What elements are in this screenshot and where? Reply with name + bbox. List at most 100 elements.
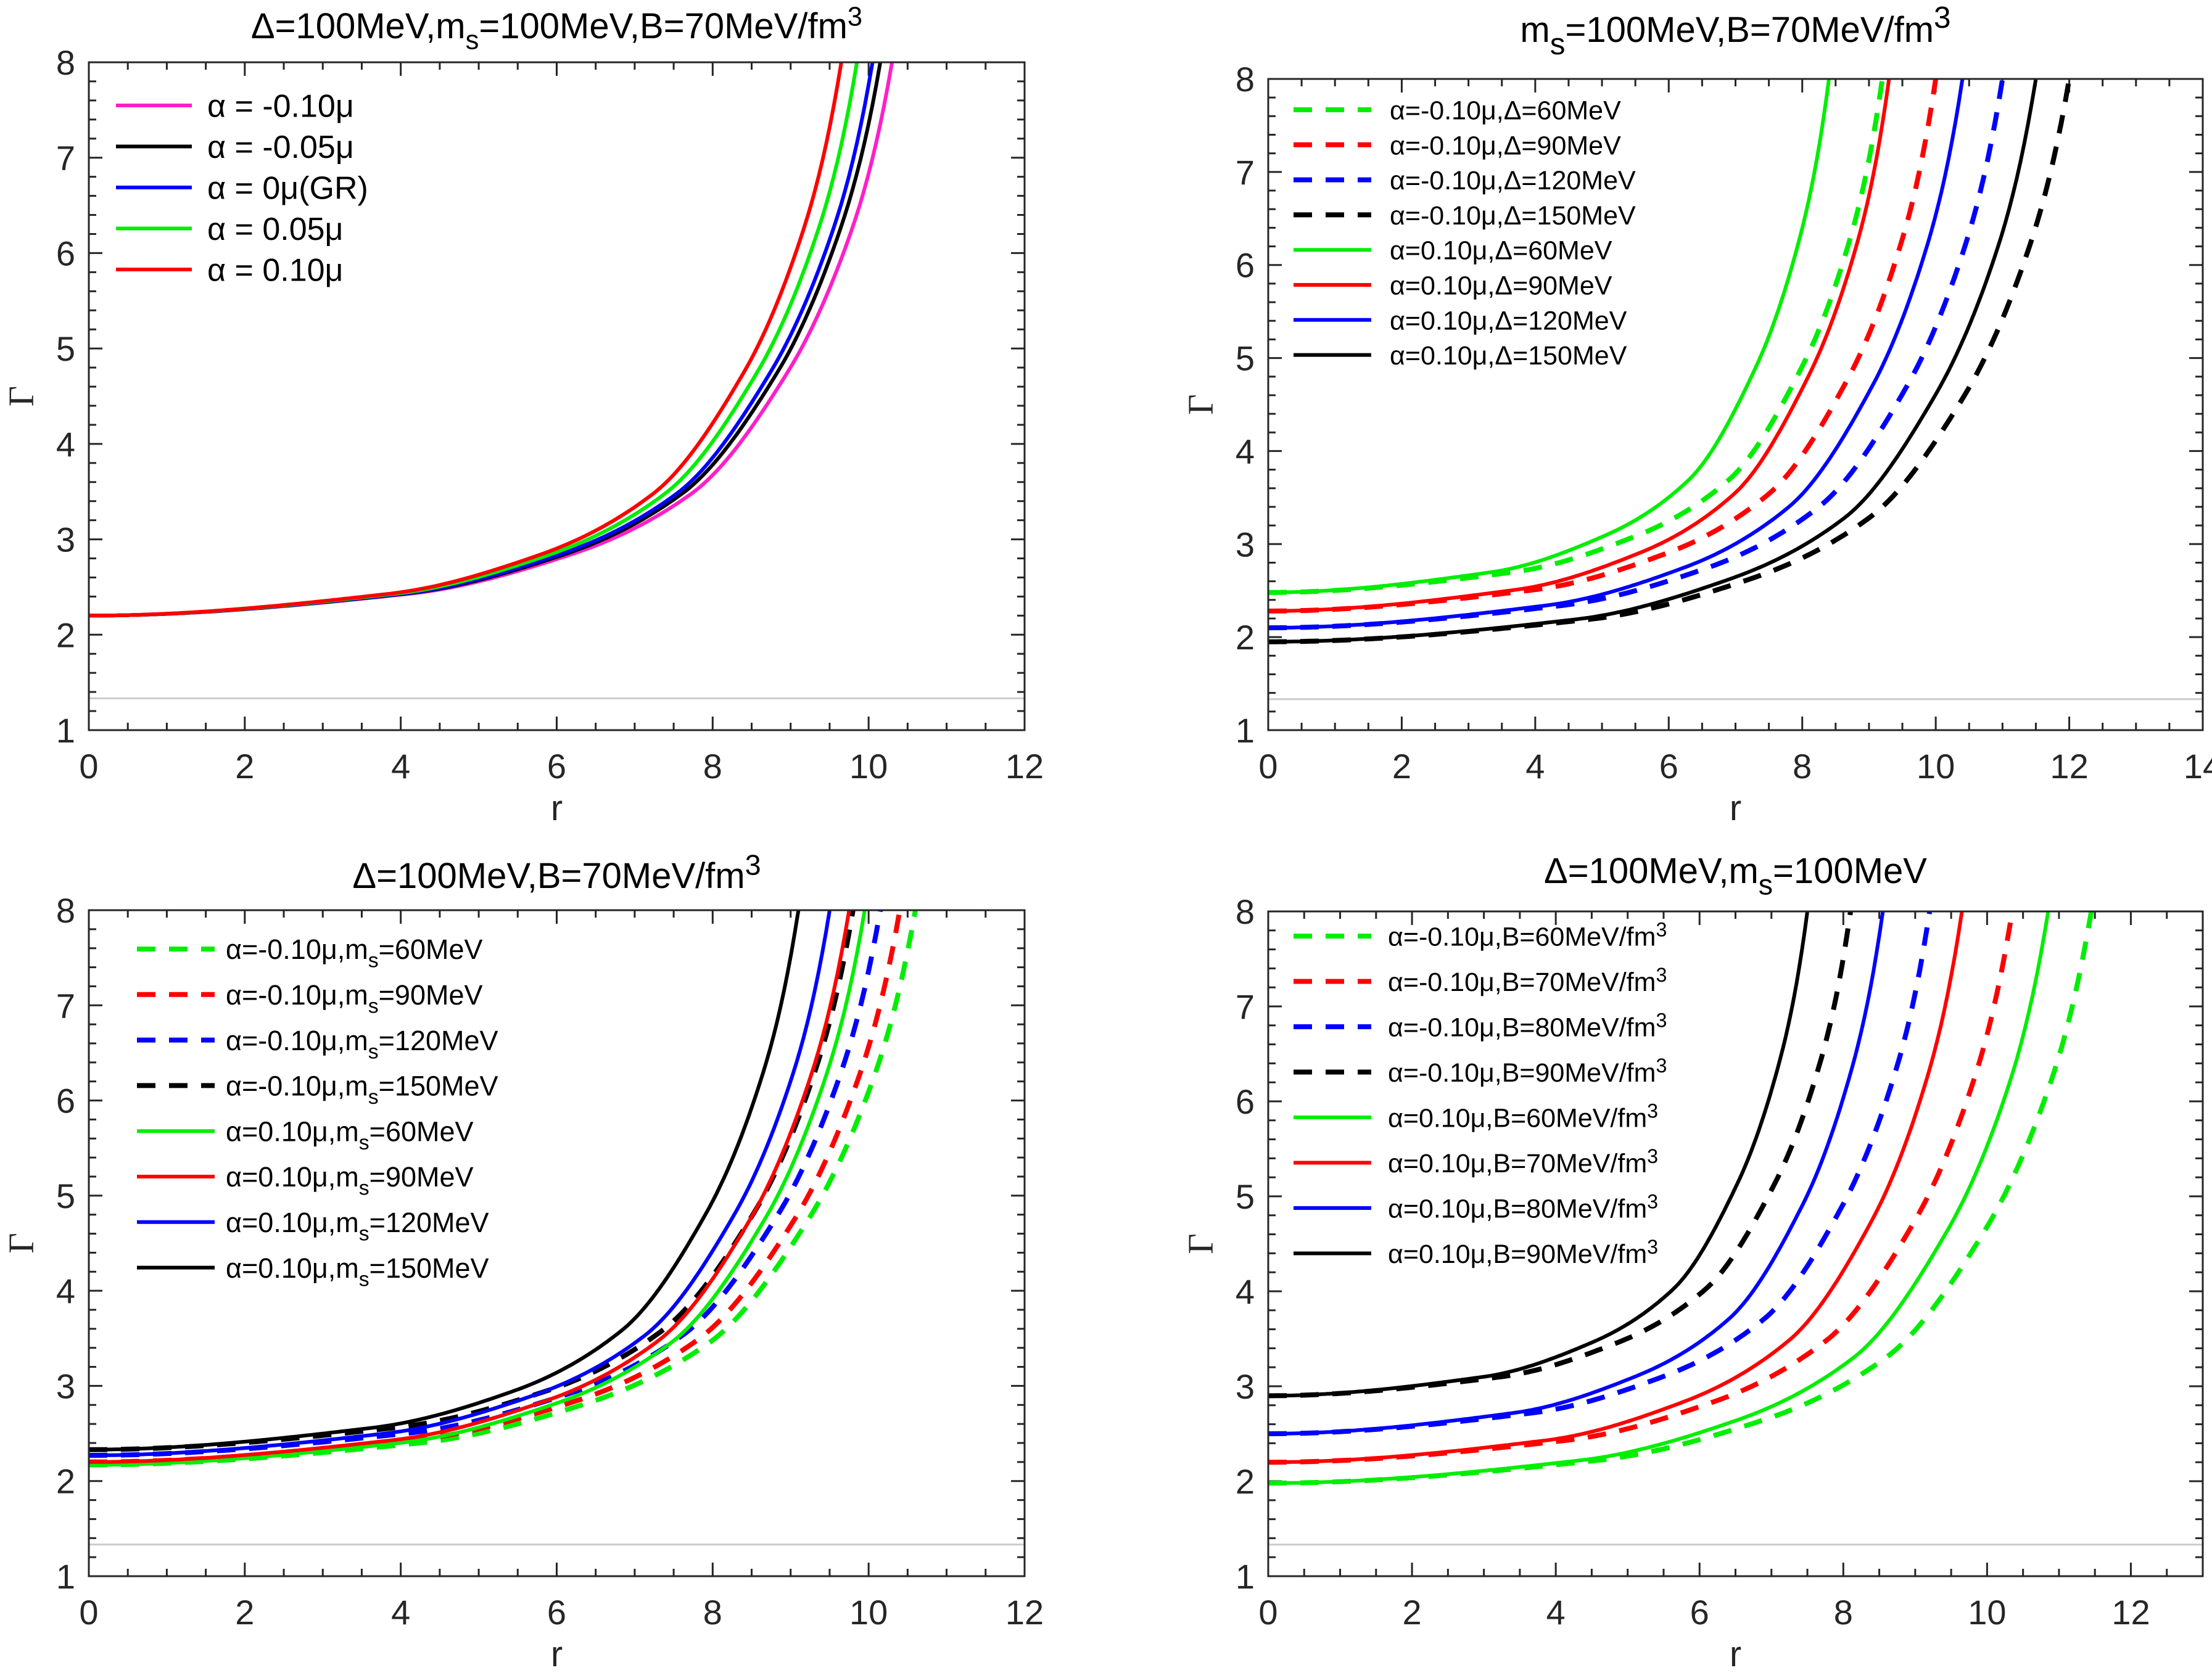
x-tick-label: 8 — [1793, 747, 1812, 786]
x-tick-label: 10 — [1917, 747, 1955, 786]
chart-title-part: s — [466, 25, 479, 55]
legend-label-part: α = 0.10μ — [207, 253, 344, 289]
y-tick-label: 3 — [1236, 1367, 1255, 1406]
series-line-7 — [1268, 911, 1885, 1436]
x-tick-label: 4 — [391, 1593, 410, 1632]
y-tick-label: 2 — [1236, 618, 1255, 657]
x-tick-label: 8 — [1834, 1593, 1853, 1632]
legend-label-part: s — [359, 1222, 369, 1246]
y-tick-label: 3 — [1236, 525, 1255, 564]
legend-label-part: α=-0.10μ,m — [226, 1025, 368, 1056]
legend-label-part: =60MeV — [379, 934, 483, 965]
y-tick-label: 6 — [1236, 246, 1255, 285]
x-tick-label: 12 — [1005, 747, 1044, 786]
legend-label-part: α=0.10μ,Δ=60MeV — [1390, 236, 1612, 266]
panel-3: 0 2 4 6 8 10 1212345678rΓΔ=100MeV,B=70MeV/fm3α… — [1, 849, 1044, 1673]
legend-label: α=-0.10μ,ms=120MeV — [226, 1025, 498, 1064]
series-line-7 — [1268, 79, 1965, 630]
y-tick-label: 7 — [56, 986, 75, 1025]
legend-label-part: α=-0.10μ,m — [226, 1071, 368, 1102]
legend-label-part: 3 — [1647, 1190, 1658, 1212]
legend-label-part: α=0.10μ,m — [226, 1207, 359, 1238]
legend-label-part: α=0.10μ,m — [226, 1116, 359, 1147]
legend-label: α=-0.10μ,ms=90MeV — [226, 979, 483, 1018]
y-tick-label: 6 — [1236, 1082, 1255, 1121]
y-tick-label: 5 — [56, 329, 75, 368]
legend-label-part: =60MeV — [369, 1116, 474, 1147]
legend-label: α=-0.10μ,B=70MeV/fm3 — [1388, 964, 1667, 997]
legend-label: α = 0.05μ — [207, 212, 344, 247]
chart-title-part: =100MeV — [1773, 851, 1927, 891]
y-tick-label: 4 — [1236, 432, 1255, 471]
y-tick-label: 8 — [1236, 892, 1255, 931]
x-axis-label: r — [1730, 1634, 1741, 1673]
series-line-3 — [89, 910, 883, 1458]
legend-label-part: α=-0.10μ,Δ=90MeV — [1390, 131, 1621, 160]
y-axis-label: Γ — [1181, 1233, 1221, 1254]
y-tick-label: 3 — [56, 520, 75, 559]
chart-title: Δ=100MeV,ms=100MeV — [1544, 851, 1927, 901]
y-tick-label: 8 — [1236, 60, 1255, 99]
series-line-8 — [1268, 79, 2038, 644]
series-line-5 — [1268, 79, 1831, 594]
series-line-6 — [1268, 911, 1964, 1465]
series-group — [89, 62, 894, 618]
chart-title-part: Δ=100MeV,m — [251, 6, 466, 46]
legend-label-part: 3 — [1647, 1145, 1658, 1167]
legend-label: α=-0.10μ,Δ=150MeV — [1390, 201, 1636, 231]
y-tick-label: 1 — [1236, 711, 1255, 750]
legend-label-part: =90MeV — [379, 979, 483, 1011]
x-tick-label: 10 — [1968, 1593, 2006, 1632]
axes-box — [1267, 910, 2204, 1577]
x-tick-label: 8 — [703, 747, 722, 786]
y-tick-label: 3 — [56, 1367, 75, 1405]
x-tick-label: 4 — [1546, 1593, 1566, 1632]
series-line-2 — [1268, 911, 2015, 1465]
legend-label-part: s — [359, 1131, 369, 1154]
series-line-8 — [1268, 911, 1809, 1398]
legend-label-part: 3 — [1647, 1100, 1658, 1122]
x-tick-label: 6 — [1690, 1593, 1709, 1632]
x-tick-label: 6 — [1659, 747, 1678, 786]
legend-label-part: α=0.10μ,m — [226, 1161, 359, 1193]
legend-label-part: =120MeV — [379, 1025, 498, 1056]
legend-label-part: α=-0.10μ,m — [226, 979, 368, 1011]
y-tick-label: 6 — [56, 234, 75, 273]
x-tick-label: 0 — [1258, 747, 1277, 786]
legend-label-part: α=0.10μ,B=80MeV/fm — [1388, 1194, 1647, 1223]
chart-title-part: =100MeV,B=70MeV/fm — [1565, 10, 1934, 50]
panel-4: 0 2 4 6 8 10 1212345678rΓΔ=100MeV,ms=100MeVα=-… — [1181, 851, 2204, 1673]
y-tick-label: 1 — [56, 711, 75, 750]
legend-label-part: s — [368, 1040, 379, 1063]
legend-label-part: 3 — [1656, 1054, 1667, 1077]
y-tick-label: 2 — [56, 1462, 75, 1501]
chart-title-part: 3 — [848, 2, 862, 32]
legend-label-part: s — [359, 1267, 369, 1291]
legend-label-part: s — [368, 949, 379, 972]
legend-label-part: 3 — [1656, 1009, 1667, 1031]
x-tick-label: 0 — [1258, 1593, 1277, 1632]
legend-label-part: α=0.10μ,Δ=150MeV — [1390, 341, 1627, 371]
x-tick-label: 2 — [235, 747, 254, 786]
legend-label-part: α=0.10μ,m — [226, 1252, 359, 1284]
x-tick-label: 12 — [1005, 1593, 1044, 1632]
series-line-8 — [89, 910, 801, 1452]
legend-label-part: α=0.10μ,Δ=90MeV — [1390, 271, 1612, 300]
y-axis-label: Γ — [1, 386, 41, 407]
chart-title-part: m — [1520, 10, 1550, 50]
legend-label-part: α=0.10μ,B=70MeV/fm — [1388, 1149, 1647, 1178]
legend-label-part: α = 0μ(GR) — [207, 171, 368, 207]
legend-label-part: =150MeV — [369, 1252, 489, 1284]
series-group — [1268, 79, 2072, 644]
chart-title-part: =100MeV,B=70MeV/fm — [479, 6, 848, 46]
legend-label-part: α = 0.05μ — [207, 212, 344, 247]
y-tick-label: 7 — [1236, 987, 1255, 1026]
x-tick-label: 2 — [1402, 1593, 1421, 1632]
panel-2: 0246810121412345678rΓms=100MeV,B=70MeV/f… — [1181, 1, 2212, 828]
x-tick-label: 14 — [2184, 747, 2212, 786]
x-tick-label: 0 — [79, 1593, 98, 1632]
chart-title-part: Δ=100MeV,B=70MeV/fm — [352, 856, 745, 896]
y-axis-label: Γ — [1, 1233, 41, 1254]
y-tick-label: 4 — [56, 1272, 75, 1310]
legend-label: α = -0.10μ — [207, 89, 354, 125]
